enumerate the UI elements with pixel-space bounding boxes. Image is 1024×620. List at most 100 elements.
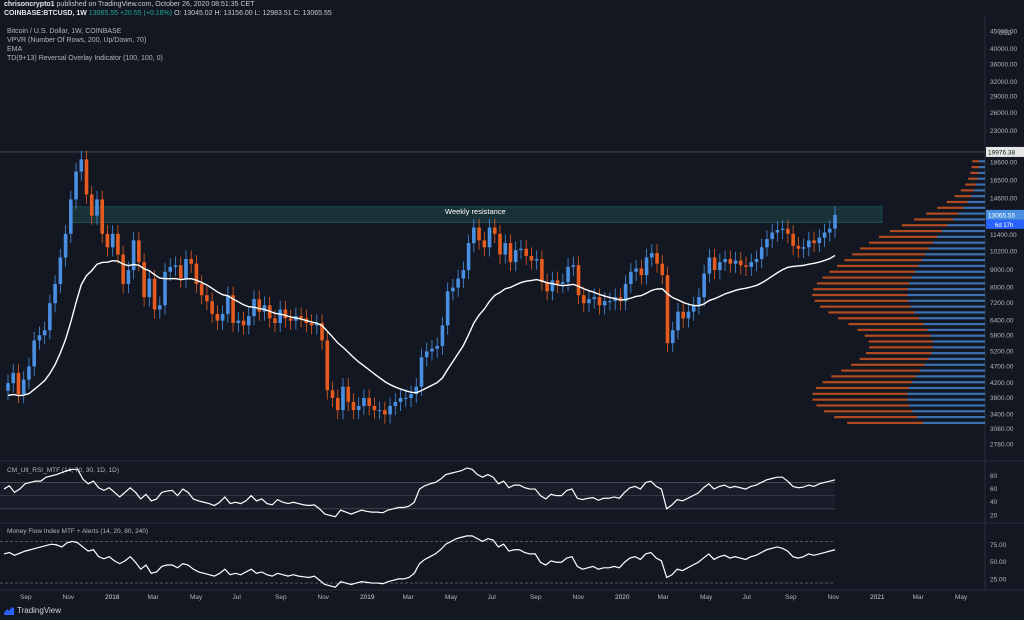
symbol-label[interactable]: COINBASE:BTCUSD, 1W — [4, 10, 87, 17]
volume-profile-bar-up — [912, 410, 985, 413]
volume-profile-bar-down — [946, 200, 968, 204]
candle-body — [655, 253, 659, 264]
candle-body — [686, 311, 691, 319]
candle-body — [529, 256, 534, 261]
candle-body — [738, 260, 743, 266]
candle-body — [482, 240, 487, 248]
candle-body — [540, 259, 544, 283]
volume-profile-bar-down — [851, 363, 925, 366]
volume-profile-bar-up — [909, 282, 985, 285]
legend-ema[interactable]: EMA — [7, 46, 23, 53]
volume-profile-bar-down — [834, 415, 918, 419]
volume-profile-bar-down — [868, 241, 933, 244]
candle-body — [796, 245, 801, 249]
candle-body — [383, 410, 387, 415]
volume-profile-bar-up — [947, 224, 985, 227]
candle-body — [503, 243, 508, 255]
volume-profile-bar-up — [923, 322, 985, 326]
candle-body — [377, 410, 382, 412]
candle-body — [205, 295, 209, 302]
price-tick-label: 6400.00 — [990, 318, 1014, 325]
legend-title[interactable]: Bitcoin / U.S. Dollar, 1W, COINBASE — [7, 28, 122, 35]
price-tick-label: 32000.00 — [990, 79, 1017, 86]
volume-profile-bar-up — [909, 404, 985, 407]
candle-body — [827, 228, 832, 233]
mfi-tick-label: 50.00 — [990, 559, 1007, 566]
chart-canvas[interactable]: 2780.00 3080.00 3400.00 3800.00 4200.00 4700.… — [0, 0, 1024, 606]
volume-profile-bar-up — [910, 305, 985, 308]
candle-body — [346, 386, 351, 402]
candle-body — [116, 233, 120, 255]
candle-body — [498, 233, 502, 255]
candle-body — [571, 265, 576, 267]
candle-body — [419, 357, 424, 387]
volume-profile-bar-up — [930, 334, 985, 337]
candle-body — [807, 240, 811, 248]
time-tick-label: Nov — [63, 594, 75, 601]
volume-profile-bar-up — [907, 293, 985, 297]
candle-body — [100, 199, 105, 234]
candle-body — [644, 257, 649, 276]
volume-profile-bar-down — [857, 328, 928, 331]
volume-profile-bar-up — [927, 328, 985, 331]
candle-body — [445, 291, 450, 326]
rsi-title: CM_Ult_RSI_MTF (14, 70, 30, 1D, 1D) — [7, 467, 119, 474]
time-tick-label: May — [190, 594, 203, 601]
time-tick-label: May — [445, 594, 458, 601]
volume-profile-bar-down — [822, 276, 912, 279]
candle-body — [812, 240, 816, 244]
candle-body — [550, 280, 555, 292]
candle-body — [566, 266, 570, 283]
candle-body — [597, 297, 602, 306]
price-tick-label: 3800.00 — [990, 395, 1014, 402]
candle-body — [456, 278, 460, 288]
candle-body — [555, 280, 560, 284]
price-tick-label: 5800.00 — [990, 332, 1014, 339]
mfi-line — [3, 535, 836, 588]
candle-body — [283, 309, 288, 319]
candle-body — [173, 265, 178, 267]
candle-body — [623, 283, 628, 302]
candle-body — [53, 283, 57, 304]
time-tick-label: May — [700, 594, 713, 601]
candle-body — [602, 301, 607, 306]
candle-body — [84, 159, 89, 195]
candle-body — [608, 301, 612, 303]
volume-profile-bar-up — [958, 212, 985, 215]
footer-brand[interactable]: TradingView — [17, 606, 62, 615]
time-tick-label: Nov — [318, 594, 330, 601]
volume-profile-bar-up — [907, 288, 985, 291]
countdown-label: 6d 17h — [995, 223, 1013, 229]
volume-profile-bar-down — [926, 212, 959, 215]
legend-td[interactable]: TD(9+13) Reversal Overlay Indicator (100… — [7, 55, 163, 62]
candle-body — [210, 301, 214, 314]
candle-body — [226, 295, 230, 314]
rsi-tick-label: 20 — [990, 512, 998, 519]
candle-body — [576, 265, 581, 296]
legend-vpvr[interactable]: VPVR (Number Of Rows, 200, Up/Down, 70) — [7, 37, 147, 44]
candle-body — [561, 282, 565, 284]
candle-body — [618, 297, 623, 302]
volume-profile-bar-down — [965, 183, 977, 186]
candle-body — [435, 345, 440, 349]
candle-body — [121, 254, 125, 284]
volume-profile-bar-down — [937, 206, 964, 209]
volume-profile-bar-down — [968, 177, 978, 180]
price-tick-label: 3400.00 — [990, 411, 1014, 418]
candle-body — [765, 239, 769, 248]
candle-body — [770, 232, 774, 240]
author-name[interactable]: chrisoncrypto1 — [4, 1, 55, 8]
last-price: 13065.55 — [88, 10, 118, 17]
candle-body — [257, 299, 262, 312]
volume-profile-bar-up — [907, 398, 985, 401]
candle-body — [16, 372, 21, 395]
volume-profile-bar-up — [923, 421, 985, 425]
price-tick-label: 23000.00 — [990, 128, 1017, 135]
time-tick-label: Sep — [530, 594, 542, 601]
price-tick-label: 18600.00 — [990, 160, 1017, 167]
volume-profile-bar-down — [812, 398, 908, 401]
volume-profile-bar-down — [822, 381, 912, 384]
volume-profile-bar-up — [974, 189, 985, 192]
time-tick-label: Sep — [275, 594, 287, 601]
ohlc-low: L: 12983.51 — [254, 10, 292, 17]
